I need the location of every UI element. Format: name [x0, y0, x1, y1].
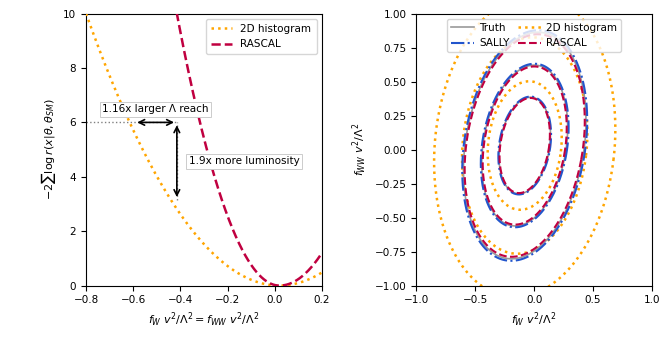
- Legend: Truth, SALLY, 2D histogram, RASCAL: Truth, SALLY, 2D histogram, RASCAL: [447, 19, 622, 52]
- X-axis label: $f_W\ v^2/\Lambda^2$: $f_W\ v^2/\Lambda^2$: [512, 311, 557, 329]
- Text: 1.9x more luminosity: 1.9x more luminosity: [189, 156, 299, 166]
- Legend: 2D histogram, RASCAL: 2D histogram, RASCAL: [206, 19, 316, 54]
- Y-axis label: $-2\sum \log r(x|\theta, \theta_{SM})$: $-2\sum \log r(x|\theta, \theta_{SM})$: [38, 99, 58, 201]
- X-axis label: $f_W\ v^2/\Lambda^2 = f_{WW}\ v^2/\Lambda^2$: $f_W\ v^2/\Lambda^2 = f_{WW}\ v^2/\Lambd…: [148, 311, 260, 329]
- Text: 1.16x larger Λ reach: 1.16x larger Λ reach: [103, 104, 209, 114]
- Y-axis label: $f_{WW}\ v^2/\Lambda^2$: $f_{WW}\ v^2/\Lambda^2$: [351, 123, 369, 176]
